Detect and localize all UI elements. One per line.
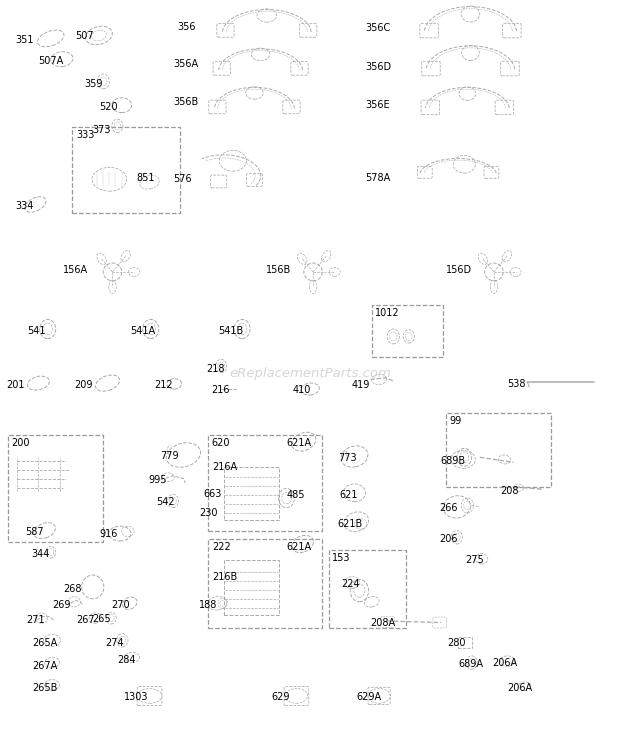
- Text: 773: 773: [338, 453, 356, 463]
- Text: 268: 268: [63, 584, 82, 594]
- Text: 216: 216: [211, 385, 230, 395]
- Text: 267: 267: [77, 615, 95, 625]
- Text: 373: 373: [93, 125, 111, 135]
- Text: 265A: 265A: [32, 638, 58, 648]
- Text: 201: 201: [6, 380, 25, 391]
- Text: 419: 419: [352, 380, 370, 391]
- Text: 621A: 621A: [286, 542, 312, 552]
- Text: eReplacementParts.com: eReplacementParts.com: [229, 367, 391, 380]
- Text: 274: 274: [105, 638, 124, 647]
- Text: 271: 271: [26, 615, 45, 625]
- Text: 230: 230: [199, 508, 218, 518]
- Text: 629: 629: [272, 692, 290, 702]
- Text: 629A: 629A: [356, 692, 381, 702]
- Text: 779: 779: [161, 452, 179, 461]
- Text: 916: 916: [99, 528, 117, 539]
- Text: 541A: 541A: [130, 326, 155, 336]
- Text: 99: 99: [450, 416, 462, 426]
- Text: 620: 620: [212, 438, 231, 448]
- Text: 359: 359: [85, 80, 103, 89]
- Text: 275: 275: [466, 555, 484, 565]
- Text: 351: 351: [15, 35, 33, 45]
- Text: 356E: 356E: [366, 100, 390, 110]
- Text: 356: 356: [177, 22, 196, 31]
- Text: 284: 284: [117, 655, 136, 664]
- Text: 270: 270: [111, 600, 130, 611]
- Text: 334: 334: [15, 201, 33, 211]
- Text: 206A: 206A: [508, 683, 533, 693]
- Text: 266: 266: [440, 503, 458, 513]
- Text: 218: 218: [206, 364, 225, 374]
- Text: 216B: 216B: [213, 571, 237, 582]
- Text: 344: 344: [31, 548, 50, 559]
- Text: 153: 153: [332, 553, 351, 563]
- Text: 689A: 689A: [458, 659, 483, 669]
- Text: 208: 208: [500, 486, 518, 496]
- Text: 507A: 507A: [38, 56, 64, 65]
- Text: 333: 333: [76, 130, 94, 141]
- Text: 587: 587: [25, 527, 43, 537]
- Text: 216A: 216A: [213, 462, 237, 472]
- Text: 689B: 689B: [441, 456, 466, 466]
- Text: 663: 663: [204, 490, 222, 499]
- Text: 356C: 356C: [366, 23, 391, 33]
- Text: 520: 520: [99, 102, 118, 112]
- Text: 356B: 356B: [173, 97, 198, 107]
- Text: 265: 265: [93, 614, 112, 623]
- Text: 538: 538: [508, 379, 526, 389]
- Text: 209: 209: [74, 380, 93, 391]
- Text: 224: 224: [341, 579, 360, 589]
- Text: 356D: 356D: [366, 62, 392, 71]
- Text: 410: 410: [293, 385, 311, 395]
- Text: 1012: 1012: [376, 308, 400, 318]
- Text: 995: 995: [148, 475, 167, 485]
- Text: 851: 851: [136, 173, 154, 183]
- Text: 576: 576: [173, 174, 192, 185]
- Text: 200: 200: [11, 438, 30, 448]
- Text: 541B: 541B: [219, 326, 244, 336]
- Text: 621A: 621A: [286, 438, 312, 448]
- Text: 156A: 156A: [63, 265, 88, 275]
- Text: 212: 212: [154, 380, 173, 391]
- Text: 265B: 265B: [32, 683, 58, 693]
- Text: 206A: 206A: [492, 658, 517, 667]
- Text: 507: 507: [76, 31, 94, 41]
- Text: 222: 222: [212, 542, 231, 552]
- Text: 621B: 621B: [338, 519, 363, 529]
- Text: 208A: 208A: [371, 618, 396, 627]
- Text: 485: 485: [286, 490, 305, 500]
- Text: 280: 280: [447, 638, 466, 647]
- Text: 188: 188: [199, 600, 217, 611]
- Text: 156B: 156B: [265, 265, 291, 275]
- Text: 269: 269: [52, 600, 71, 611]
- Text: 621: 621: [340, 490, 358, 500]
- Text: 267A: 267A: [32, 661, 58, 670]
- Text: 578A: 578A: [366, 173, 391, 183]
- Text: 1303: 1303: [123, 692, 148, 702]
- Text: 356A: 356A: [173, 59, 198, 68]
- Text: 541: 541: [27, 326, 46, 336]
- Text: 156D: 156D: [446, 265, 472, 275]
- Text: 542: 542: [156, 497, 174, 507]
- Text: 206: 206: [440, 533, 458, 544]
